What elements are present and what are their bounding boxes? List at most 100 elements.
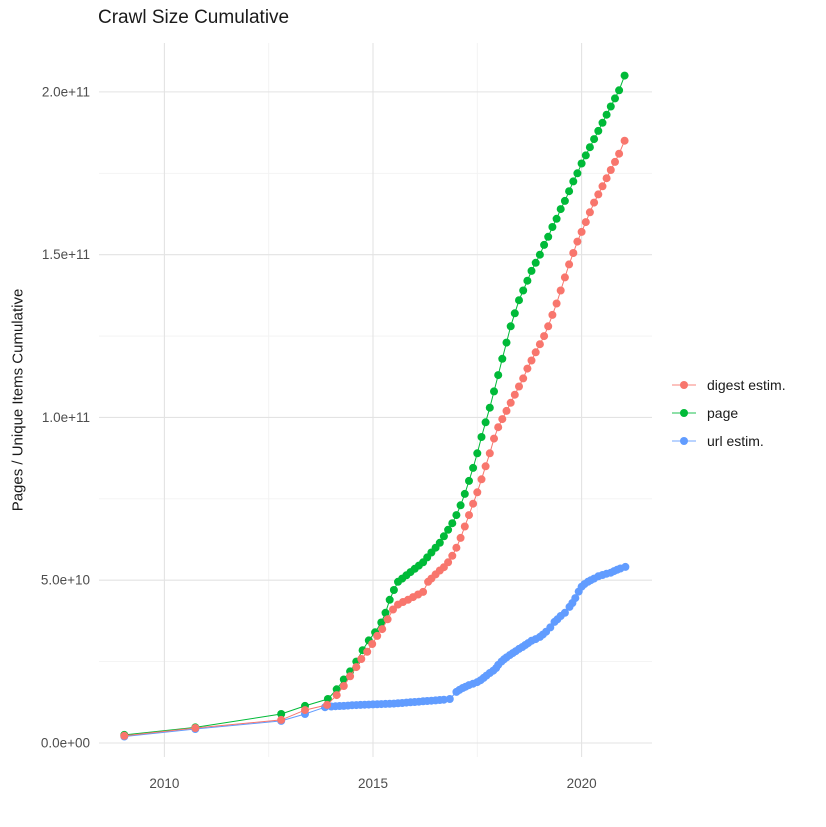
data-point	[577, 227, 586, 236]
data-point	[448, 519, 457, 528]
x-tick-label: 2010	[149, 776, 179, 791]
data-point	[611, 157, 619, 166]
digest-estim-legend-key-icon	[672, 381, 696, 389]
data-point	[585, 143, 594, 152]
data-point	[439, 695, 448, 704]
data-point	[527, 356, 536, 365]
data-point	[546, 623, 555, 632]
data-point	[556, 205, 565, 214]
data-point	[456, 501, 465, 510]
data-point	[515, 382, 523, 391]
data-point	[498, 354, 507, 363]
data-point	[573, 169, 582, 178]
legend-item-url-estim: url estim.	[670, 433, 786, 449]
y-tick-label: 2.0e+11	[42, 84, 90, 99]
data-point	[494, 423, 503, 432]
data-point	[277, 715, 286, 724]
series-digest-estim	[120, 136, 629, 740]
data-point	[573, 237, 582, 246]
legend-key-dot	[680, 437, 688, 445]
data-point	[477, 475, 486, 484]
data-point	[544, 322, 553, 331]
series-url-estim	[120, 562, 630, 741]
legend-item-page: page	[670, 405, 786, 421]
data-point	[381, 608, 390, 617]
data-point	[531, 258, 540, 267]
data-point	[565, 260, 574, 269]
data-point	[506, 322, 515, 331]
legend: digest estim. page url estim.	[670, 377, 786, 449]
data-point	[465, 511, 473, 520]
data-point	[323, 700, 332, 709]
data-point	[565, 187, 574, 196]
data-point	[571, 594, 580, 603]
legend-key-dot	[680, 409, 688, 417]
data-point	[535, 340, 544, 349]
data-point	[569, 249, 578, 257]
x-tick-label: 2020	[567, 776, 597, 791]
data-point	[502, 406, 511, 415]
data-point	[598, 182, 607, 191]
data-point	[540, 332, 549, 341]
data-point	[445, 695, 454, 703]
chart-title: Crawl Size Cumulative	[98, 7, 290, 28]
data-point	[577, 159, 586, 168]
data-point	[602, 110, 611, 119]
data-point	[339, 675, 348, 684]
data-point	[485, 449, 494, 458]
data-point	[452, 511, 461, 520]
data-point	[548, 223, 557, 231]
data-point	[346, 672, 355, 681]
data-point	[556, 286, 565, 295]
data-point	[465, 476, 473, 485]
y-axis-title: Pages / Unique Items Cumulative	[9, 288, 27, 512]
data-point	[510, 309, 519, 318]
data-point	[615, 149, 624, 158]
data-point	[120, 731, 129, 740]
data-point	[473, 449, 482, 458]
data-point	[439, 532, 448, 541]
data-point	[448, 551, 457, 560]
y-tick-label: 5.0e+10	[41, 573, 90, 588]
data-point	[540, 240, 549, 249]
data-point	[519, 374, 528, 383]
data-point	[615, 86, 624, 95]
data-point	[552, 299, 561, 308]
data-point	[602, 174, 611, 183]
data-point	[389, 605, 397, 614]
data-point	[611, 94, 619, 103]
data-point	[435, 538, 444, 547]
data-point	[460, 522, 469, 531]
data-point	[594, 126, 603, 135]
data-point	[560, 608, 569, 617]
data-point	[456, 533, 465, 542]
data-point	[585, 208, 594, 217]
gridlines	[99, 43, 652, 757]
data-point	[460, 489, 469, 498]
data-point	[531, 348, 540, 357]
legend-label: url estim.	[707, 433, 764, 449]
data-point	[621, 562, 630, 571]
data-point	[339, 682, 348, 690]
data-point	[594, 190, 603, 199]
data-point	[560, 273, 569, 282]
data-point	[523, 276, 532, 285]
data-point	[373, 631, 382, 640]
legend-key-dot	[680, 381, 688, 389]
data-point	[332, 691, 341, 700]
data-point	[581, 151, 590, 160]
y-tick-label: 1.5e+11	[42, 247, 90, 262]
data-point	[469, 499, 478, 508]
data-point	[481, 418, 490, 427]
data-point	[191, 724, 200, 732]
legend-label: digest estim.	[707, 377, 786, 393]
series-page	[120, 71, 629, 739]
data-point	[620, 71, 629, 80]
data-point	[473, 488, 482, 497]
data-point	[606, 166, 615, 174]
data-point	[352, 663, 361, 672]
data-point	[368, 640, 377, 648]
data-point	[444, 558, 453, 567]
data-point	[581, 218, 590, 227]
